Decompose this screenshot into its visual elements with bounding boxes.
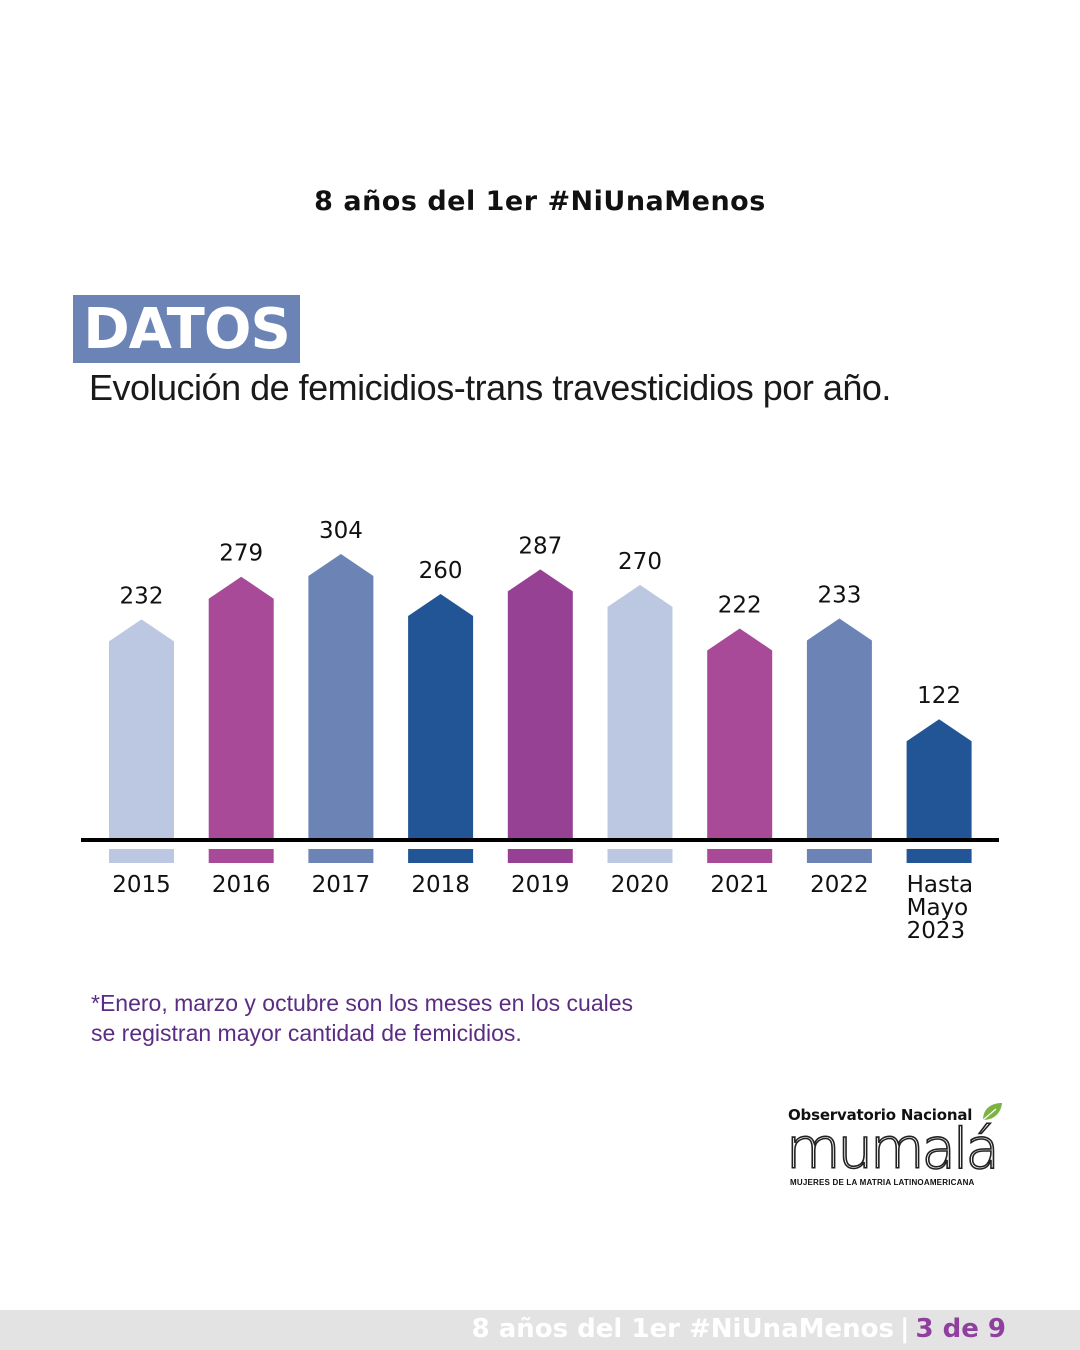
category-swatch [408, 849, 474, 863]
category-label: 2016 [212, 872, 271, 898]
value-label: 287 [518, 533, 562, 559]
category-label: 2021 [710, 872, 769, 898]
footer-bar: 8 años del 1er #NiUnaMenos | 3 de 9 [0, 1310, 1080, 1350]
bar [707, 628, 773, 840]
value-label: 233 [817, 582, 861, 608]
category-swatch [109, 849, 174, 863]
leaf-icon [982, 1103, 1002, 1121]
footer-text: 8 años del 1er #NiUnaMenos | 3 de 9 [472, 1314, 1006, 1344]
category-swatch [308, 849, 374, 863]
chart-subtitle: Evolución de femicidios-trans travestici… [89, 367, 891, 408]
value-label: 260 [419, 558, 463, 584]
footnote: *Enero, marzo y octubre son los meses en… [91, 988, 691, 1048]
category-swatch [507, 849, 573, 863]
bar [208, 576, 274, 840]
top-headline: 8 años del 1er #NiUnaMenos [0, 186, 1080, 217]
bar [109, 619, 174, 840]
bar [607, 584, 673, 840]
bar [408, 593, 474, 840]
bar [308, 554, 374, 840]
value-label: 270 [618, 549, 662, 575]
category-label: 2022 [810, 872, 869, 898]
category-swatch [707, 849, 773, 863]
logo-title: Observatorio Nacional [788, 1106, 973, 1124]
value-label: 304 [319, 518, 363, 544]
category-label: 2017 [312, 872, 371, 898]
category-label: 2018 [411, 872, 470, 898]
category-swatch [208, 849, 274, 863]
value-label: 232 [120, 583, 164, 609]
page-indicator: 3 de 9 [915, 1314, 1006, 1344]
value-label: 222 [718, 592, 762, 618]
footnote-line-1: *Enero, marzo y octubre son los meses en… [91, 990, 634, 1016]
category-label: 2020 [611, 872, 670, 898]
category-label: 2019 [511, 872, 570, 898]
category-label: 2015 [112, 872, 171, 898]
value-label: 122 [917, 683, 961, 709]
value-label: 279 [219, 541, 263, 567]
logo-wordmark: mumalá [785, 1117, 1000, 1182]
logo-tagline: MUJERES DE LA MATRIA LATINOAMERICANA [790, 1178, 975, 1187]
footnote-line-2: se registran mayor cantidad de femicidio… [91, 1020, 522, 1046]
category-label: Hasta Mayo 2023 [907, 872, 973, 944]
category-swatch [607, 849, 673, 863]
headline-hashtag: #NiUnaMenos [547, 186, 766, 217]
bar-chart: 232 2015 279 2016 304 2017 260 2018 287 2019 270 20… [81, 518, 999, 944]
footer-separator: | [899, 1314, 910, 1344]
bar [507, 569, 573, 840]
datos-badge: DATOS [73, 295, 300, 363]
category-swatch [806, 849, 872, 863]
footer-title: 8 años del 1er #NiUnaMenos [471, 1314, 894, 1344]
headline-prefix: 8 años del 1er [314, 186, 538, 217]
bar [906, 719, 972, 840]
bar [806, 618, 872, 840]
mumala-logo: Observatorio Nacional mumalá MUJERES DE … [785, 1100, 1011, 1190]
category-swatch [906, 849, 972, 863]
